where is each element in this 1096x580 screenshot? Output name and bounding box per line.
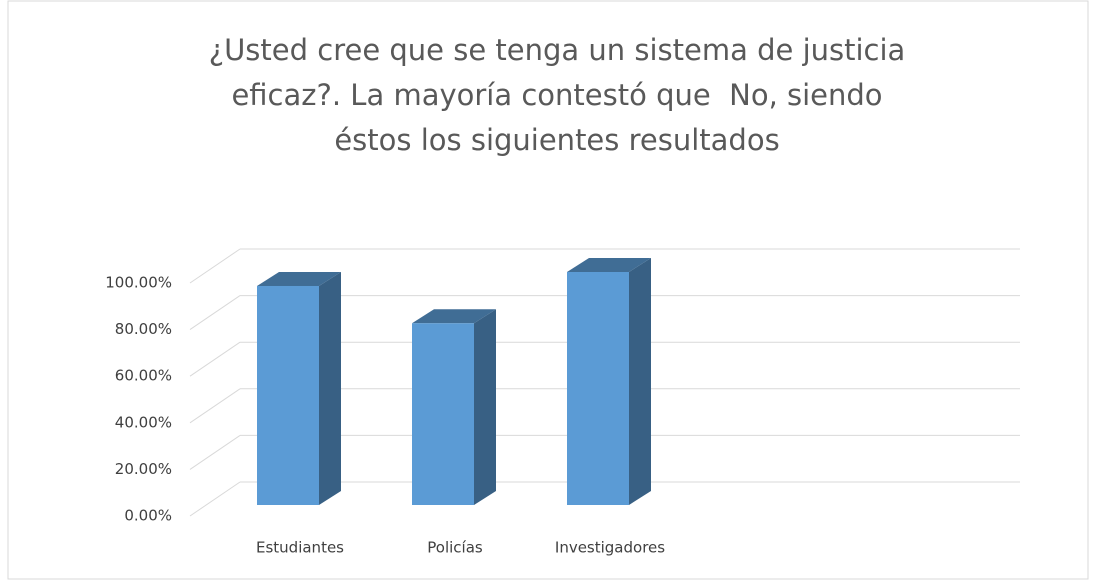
- grid-line: [189, 481, 241, 517]
- y-tick-label: 100.00%: [105, 274, 172, 292]
- bar: [412, 323, 474, 505]
- bar-side: [319, 271, 341, 505]
- bar: [257, 285, 319, 505]
- grid-line: [189, 248, 241, 284]
- x-tick-label: Policías: [427, 539, 483, 557]
- x-tick-label: Estudiantes: [256, 539, 344, 557]
- x-tick-label: Investigadores: [555, 539, 665, 557]
- bar-side: [474, 309, 496, 505]
- grid-line: [189, 434, 241, 470]
- y-tick-label: 80.00%: [115, 320, 172, 338]
- bar-top: [257, 271, 341, 286]
- y-tick-label: 40.00%: [115, 413, 172, 431]
- grid-line: [189, 388, 241, 424]
- grid-line: [189, 341, 241, 377]
- y-tick-label: 20.00%: [115, 460, 172, 478]
- bar-top: [412, 309, 496, 324]
- y-tick-label: 60.00%: [115, 367, 172, 385]
- chart-border: [7, 0, 1089, 580]
- bar-top: [567, 258, 651, 272]
- bar: [567, 272, 629, 505]
- chart-title: eficaz?. La mayoría contestó que No, sie…: [231, 78, 882, 112]
- chart-title: éstos los siguientes resultados: [334, 123, 779, 157]
- bar-side: [629, 258, 651, 505]
- y-tick-label: 0.00%: [124, 507, 172, 525]
- grid-line: [189, 295, 241, 331]
- chart-title: ¿Usted cree que se tenga un sistema de j…: [209, 33, 906, 67]
